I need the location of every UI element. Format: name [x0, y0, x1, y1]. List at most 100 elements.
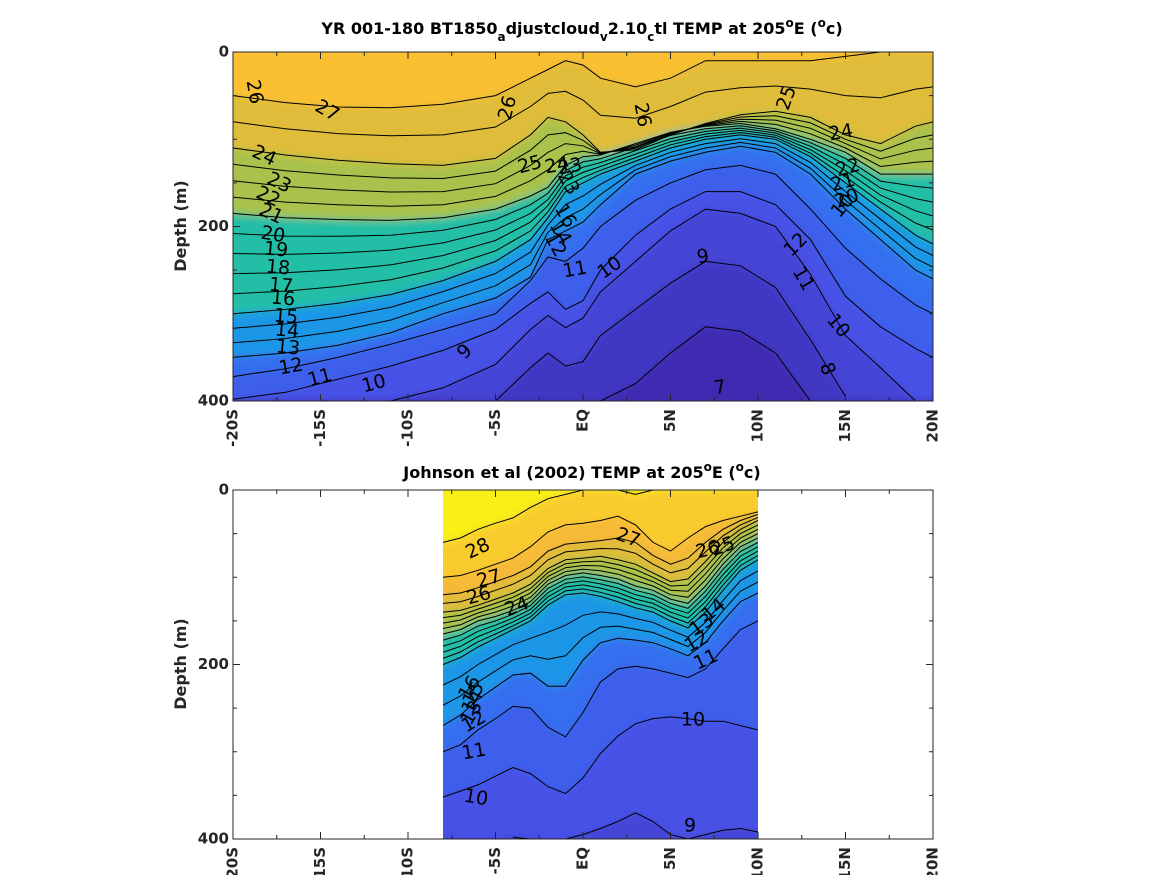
top-title-sub3: c [647, 30, 654, 44]
isotherm-24 [443, 520, 758, 613]
isotherm-23 [443, 524, 758, 619]
isotherm-9 [512, 812, 758, 839]
bottom-y-axis-label: Depth (m) [171, 618, 190, 710]
top-isotherm-contours [233, 52, 933, 401]
top-title-suffix2: E ( [794, 19, 818, 38]
bottom-axis-ticks: -20S -15S -10S -5S EQ 5N 10N 15N 20N 0 200 400 [198, 481, 942, 875]
bottom-title-sup1: o [704, 460, 712, 474]
top-title-sup1: o [786, 16, 794, 30]
y-tick-label: 200 [198, 217, 229, 235]
isotherm-13 [443, 581, 758, 706]
contour-label: 24 [827, 120, 855, 146]
isotherm-11 [233, 164, 933, 378]
contour-label: 20 [259, 222, 287, 248]
isotherm-26 [233, 52, 933, 109]
x-tick-label: EQ [574, 847, 592, 870]
isotherm-17 [233, 129, 933, 275]
isotherm-13 [233, 141, 933, 344]
isotherm-15 [443, 559, 758, 665]
top-title-suffix3: c) [826, 19, 843, 38]
isotherm-17 [443, 550, 758, 653]
isotherm-23 [233, 115, 933, 180]
contour-label: 16 [270, 286, 296, 310]
contour-label: 24 [543, 153, 571, 179]
isotherm-20 [233, 122, 933, 221]
contour-label: 9 [684, 815, 696, 837]
isotherm-25 [443, 517, 758, 604]
contour-label: 10 [681, 709, 705, 731]
bottom-title-prefix: Johnson et al (2002) TEMP at 205 [402, 463, 703, 482]
isotherm-26 [443, 513, 758, 596]
isotherm-11 [443, 620, 758, 753]
isotherm-8 [495, 260, 846, 401]
isotherm-10 [443, 716, 758, 798]
contour-label: 23 [556, 154, 584, 180]
isotherm-24 [233, 110, 933, 166]
y-tick-label: 200 [198, 655, 229, 673]
isotherm-22 [233, 118, 933, 193]
y-tick-label: 400 [198, 392, 229, 410]
isotherm-12 [233, 145, 933, 358]
x-tick-label: -5S [486, 409, 504, 436]
isotherm-21 [443, 533, 758, 629]
top-title-sub1: a [497, 30, 505, 44]
isotherm-15 [233, 134, 933, 315]
x-tick-label: 5N [661, 847, 679, 870]
isotherm-19 [443, 541, 758, 641]
contour-label: 18 [265, 255, 291, 279]
contour-label: 12 [277, 354, 305, 380]
isotherm-12 [443, 592, 758, 727]
x-tick-label: 20N [924, 847, 942, 875]
x-tick-label: 20N [924, 409, 942, 442]
x-tick-label: -20S [224, 409, 242, 447]
isotherm-9 [390, 208, 916, 401]
contour-label: 11 [460, 739, 488, 765]
y-tick-label: 0 [219, 43, 229, 61]
isotherm-18 [233, 127, 933, 255]
x-tick-label: -5S [486, 847, 504, 874]
isotherm-14 [443, 570, 758, 686]
isotherm-19 [233, 125, 933, 237]
top-title-mid2: 2.10 [608, 19, 647, 38]
top-axis-ticks: -20S -15S -10S -5S EQ 5N 10N 15N 20N 0 200 400 [198, 43, 942, 447]
contour-label: 26 [630, 101, 656, 129]
contour-label: 13 [275, 335, 301, 359]
isotherm-25 [233, 85, 933, 137]
contour-label: 7 [712, 376, 728, 400]
x-tick-label: EQ [574, 409, 592, 432]
x-tick-label: 5N [661, 409, 679, 432]
contour-label: 26 [242, 78, 268, 106]
x-tick-label: -20S [224, 847, 242, 875]
isotherm-14 [233, 138, 933, 329]
contour-label: 19 [263, 237, 289, 261]
x-tick-label: -15S [311, 409, 329, 447]
bottom-title-sup2: o [736, 460, 744, 474]
x-tick-label: 10N [749, 847, 767, 875]
isotherm-22 [443, 528, 758, 624]
contour-label: 15 [273, 304, 299, 328]
bottom-isotherm-contours [443, 490, 758, 839]
y-tick-label: 400 [198, 830, 229, 848]
top-title-sub2: v [600, 30, 608, 44]
observed-temperature-panel: Johnson et al (2002) TEMP at 205oE (oc) … [171, 460, 942, 875]
isotherm-21 [233, 120, 933, 207]
top-temperature-field [233, 52, 933, 401]
bottom-chart-title: Johnson et al (2002) TEMP at 205oE (oc) [402, 460, 760, 482]
top-title-sup2: o [818, 16, 826, 30]
x-tick-label: 15N [836, 847, 854, 875]
top-title-prefix: YR 001-180 BT1850 [320, 19, 497, 38]
temperature-band-7 [233, 326, 933, 401]
top-title-suffix: tl TEMP at 205 [654, 19, 785, 38]
contour-label: 10 [462, 785, 490, 811]
isotherm-20 [443, 537, 758, 635]
contour-label: 17 [268, 273, 294, 297]
contour-label: 9 [695, 245, 711, 269]
model-temperature-panel: YR 001-180 BT1850adjustcloudv2.10ctl TEM… [171, 16, 942, 447]
x-tick-label: 15N [836, 409, 854, 442]
bottom-title-suffix2: E ( [712, 463, 736, 482]
isotherm-7 [600, 326, 811, 401]
x-tick-label: 10N [749, 409, 767, 442]
top-chart-title: YR 001-180 BT1850adjustcloudv2.10ctl TEM… [320, 16, 842, 44]
x-tick-label: -15S [311, 847, 329, 875]
